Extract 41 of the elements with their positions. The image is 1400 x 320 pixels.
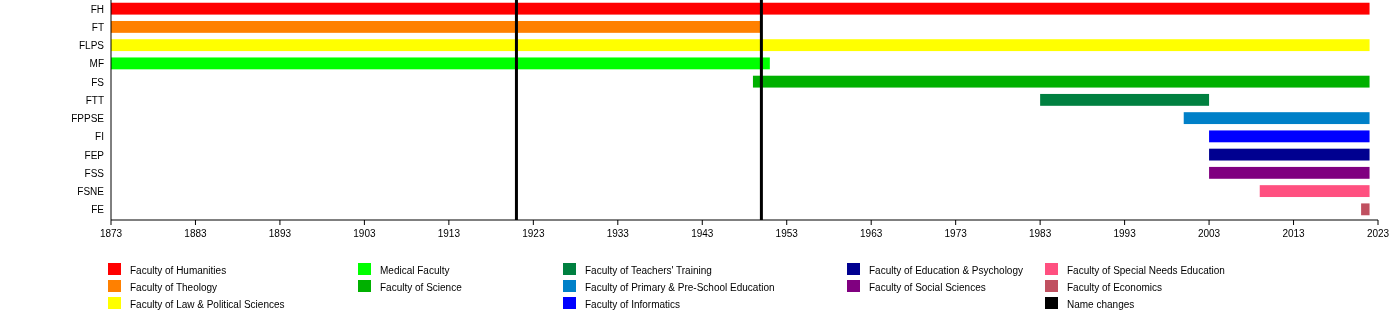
- x-tick-label: 1993: [1113, 228, 1137, 239]
- legend-label: Faculty of Humanities: [130, 265, 227, 276]
- x-tick-label: 1933: [606, 228, 630, 239]
- y-tick-label: FSS: [84, 167, 105, 179]
- y-tick-label: FTT: [85, 94, 104, 106]
- x-tick-label: 1943: [691, 228, 714, 239]
- y-tick-label: FI: [95, 131, 104, 143]
- x-tick-label: 2013: [1282, 228, 1306, 239]
- y-tick-label: FLPS: [78, 40, 105, 52]
- x-tick-label: 1973: [944, 228, 968, 239]
- legend-label: Faculty of Social Sciences: [869, 282, 986, 293]
- legend-label: Faculty of Economics: [1067, 282, 1163, 293]
- x-tick-label: 1913: [437, 228, 461, 239]
- legend-label: Faculty of Theology: [130, 282, 218, 293]
- legend-label: Faculty of Special Needs Education: [1067, 265, 1225, 276]
- legend-label: Name changes: [1067, 299, 1135, 310]
- legend-label: Faculty of Primary & Pre-School Education: [585, 282, 775, 293]
- y-tick-label: MF: [89, 58, 104, 70]
- x-tick-label: 1873: [99, 228, 123, 239]
- x-tick-label: 1883: [184, 228, 208, 239]
- y-tick-label: FS: [91, 76, 105, 88]
- legend-label: Faculty of Law & Political Sciences: [130, 299, 285, 310]
- y-tick-label: FEP: [84, 149, 105, 161]
- x-tick-label: 1953: [775, 228, 799, 239]
- x-tick-label: 1963: [860, 228, 883, 239]
- y-tick-label: FH: [90, 3, 104, 15]
- y-tick-label: FPPSE: [71, 113, 105, 125]
- x-tick-label: 1983: [1029, 228, 1052, 239]
- legend-label: Faculty of Science: [380, 282, 463, 293]
- legend-label: Medical Faculty: [380, 265, 450, 276]
- x-tick-label: 1903: [353, 228, 376, 239]
- x-tick-label: 2023: [1366, 228, 1390, 239]
- y-tick-label: FT: [91, 21, 104, 33]
- x-tick-label: 1893: [268, 228, 292, 239]
- y-tick-label: FSNE: [77, 186, 105, 198]
- x-tick-label: 2003: [1197, 228, 1221, 239]
- legend-label: Faculty of Education & Psychology: [869, 265, 1023, 276]
- y-tick-label: FE: [91, 204, 105, 216]
- legend-label: Faculty of Teachers' Training: [585, 265, 712, 276]
- x-tick-label: 1923: [522, 228, 545, 239]
- legend-label: Faculty of Informatics: [585, 299, 681, 310]
